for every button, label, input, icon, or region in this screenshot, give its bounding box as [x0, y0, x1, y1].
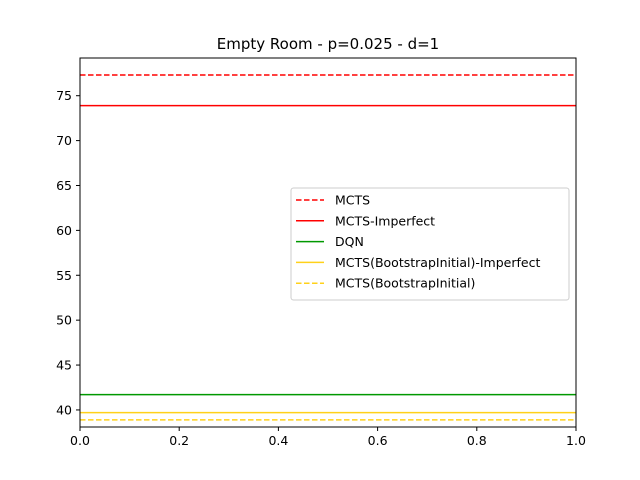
x-tick-label: 1.0 [566, 433, 586, 448]
chart-title: Empty Room - p=0.025 - d=1 [217, 35, 439, 53]
legend-label: MCTS(BootstrapInitial) [335, 276, 475, 291]
y-tick-label: 50 [56, 313, 72, 328]
legend-box [290, 187, 570, 301]
y-tick-label: 70 [56, 133, 72, 148]
x-tick-label: 0.6 [368, 433, 388, 448]
y-tick-label: 60 [56, 223, 72, 238]
y-tick-label: 45 [56, 358, 72, 373]
y-tick-label: 55 [56, 268, 72, 283]
x-tick-label: 0.8 [467, 433, 487, 448]
x-tick-label: 0.4 [268, 433, 288, 448]
legend: MCTS MCTS-Imperfect DQN MCTS(BootstrapIniti… [290, 187, 570, 301]
y-tick-label: 65 [56, 178, 72, 193]
x-tick-label: 0.2 [169, 433, 189, 448]
legend-label: MCTS(BootstrapInitial)-Imperfect [335, 255, 540, 270]
legend-label: MCTS [335, 193, 370, 208]
y-tick-label: 40 [56, 402, 72, 417]
y-tick-label: 75 [56, 88, 72, 103]
x-tick-label: 0.0 [70, 433, 90, 448]
legend-label: DQN [335, 234, 364, 249]
axes: 0.0 0.2 0.4 0.6 0.8 1.0 40 45 50 55 60 65 70 75 [56, 57, 586, 448]
plot-area [80, 74, 576, 421]
axes-frame [79, 57, 577, 428]
legend-label: MCTS-Imperfect [335, 213, 435, 228]
